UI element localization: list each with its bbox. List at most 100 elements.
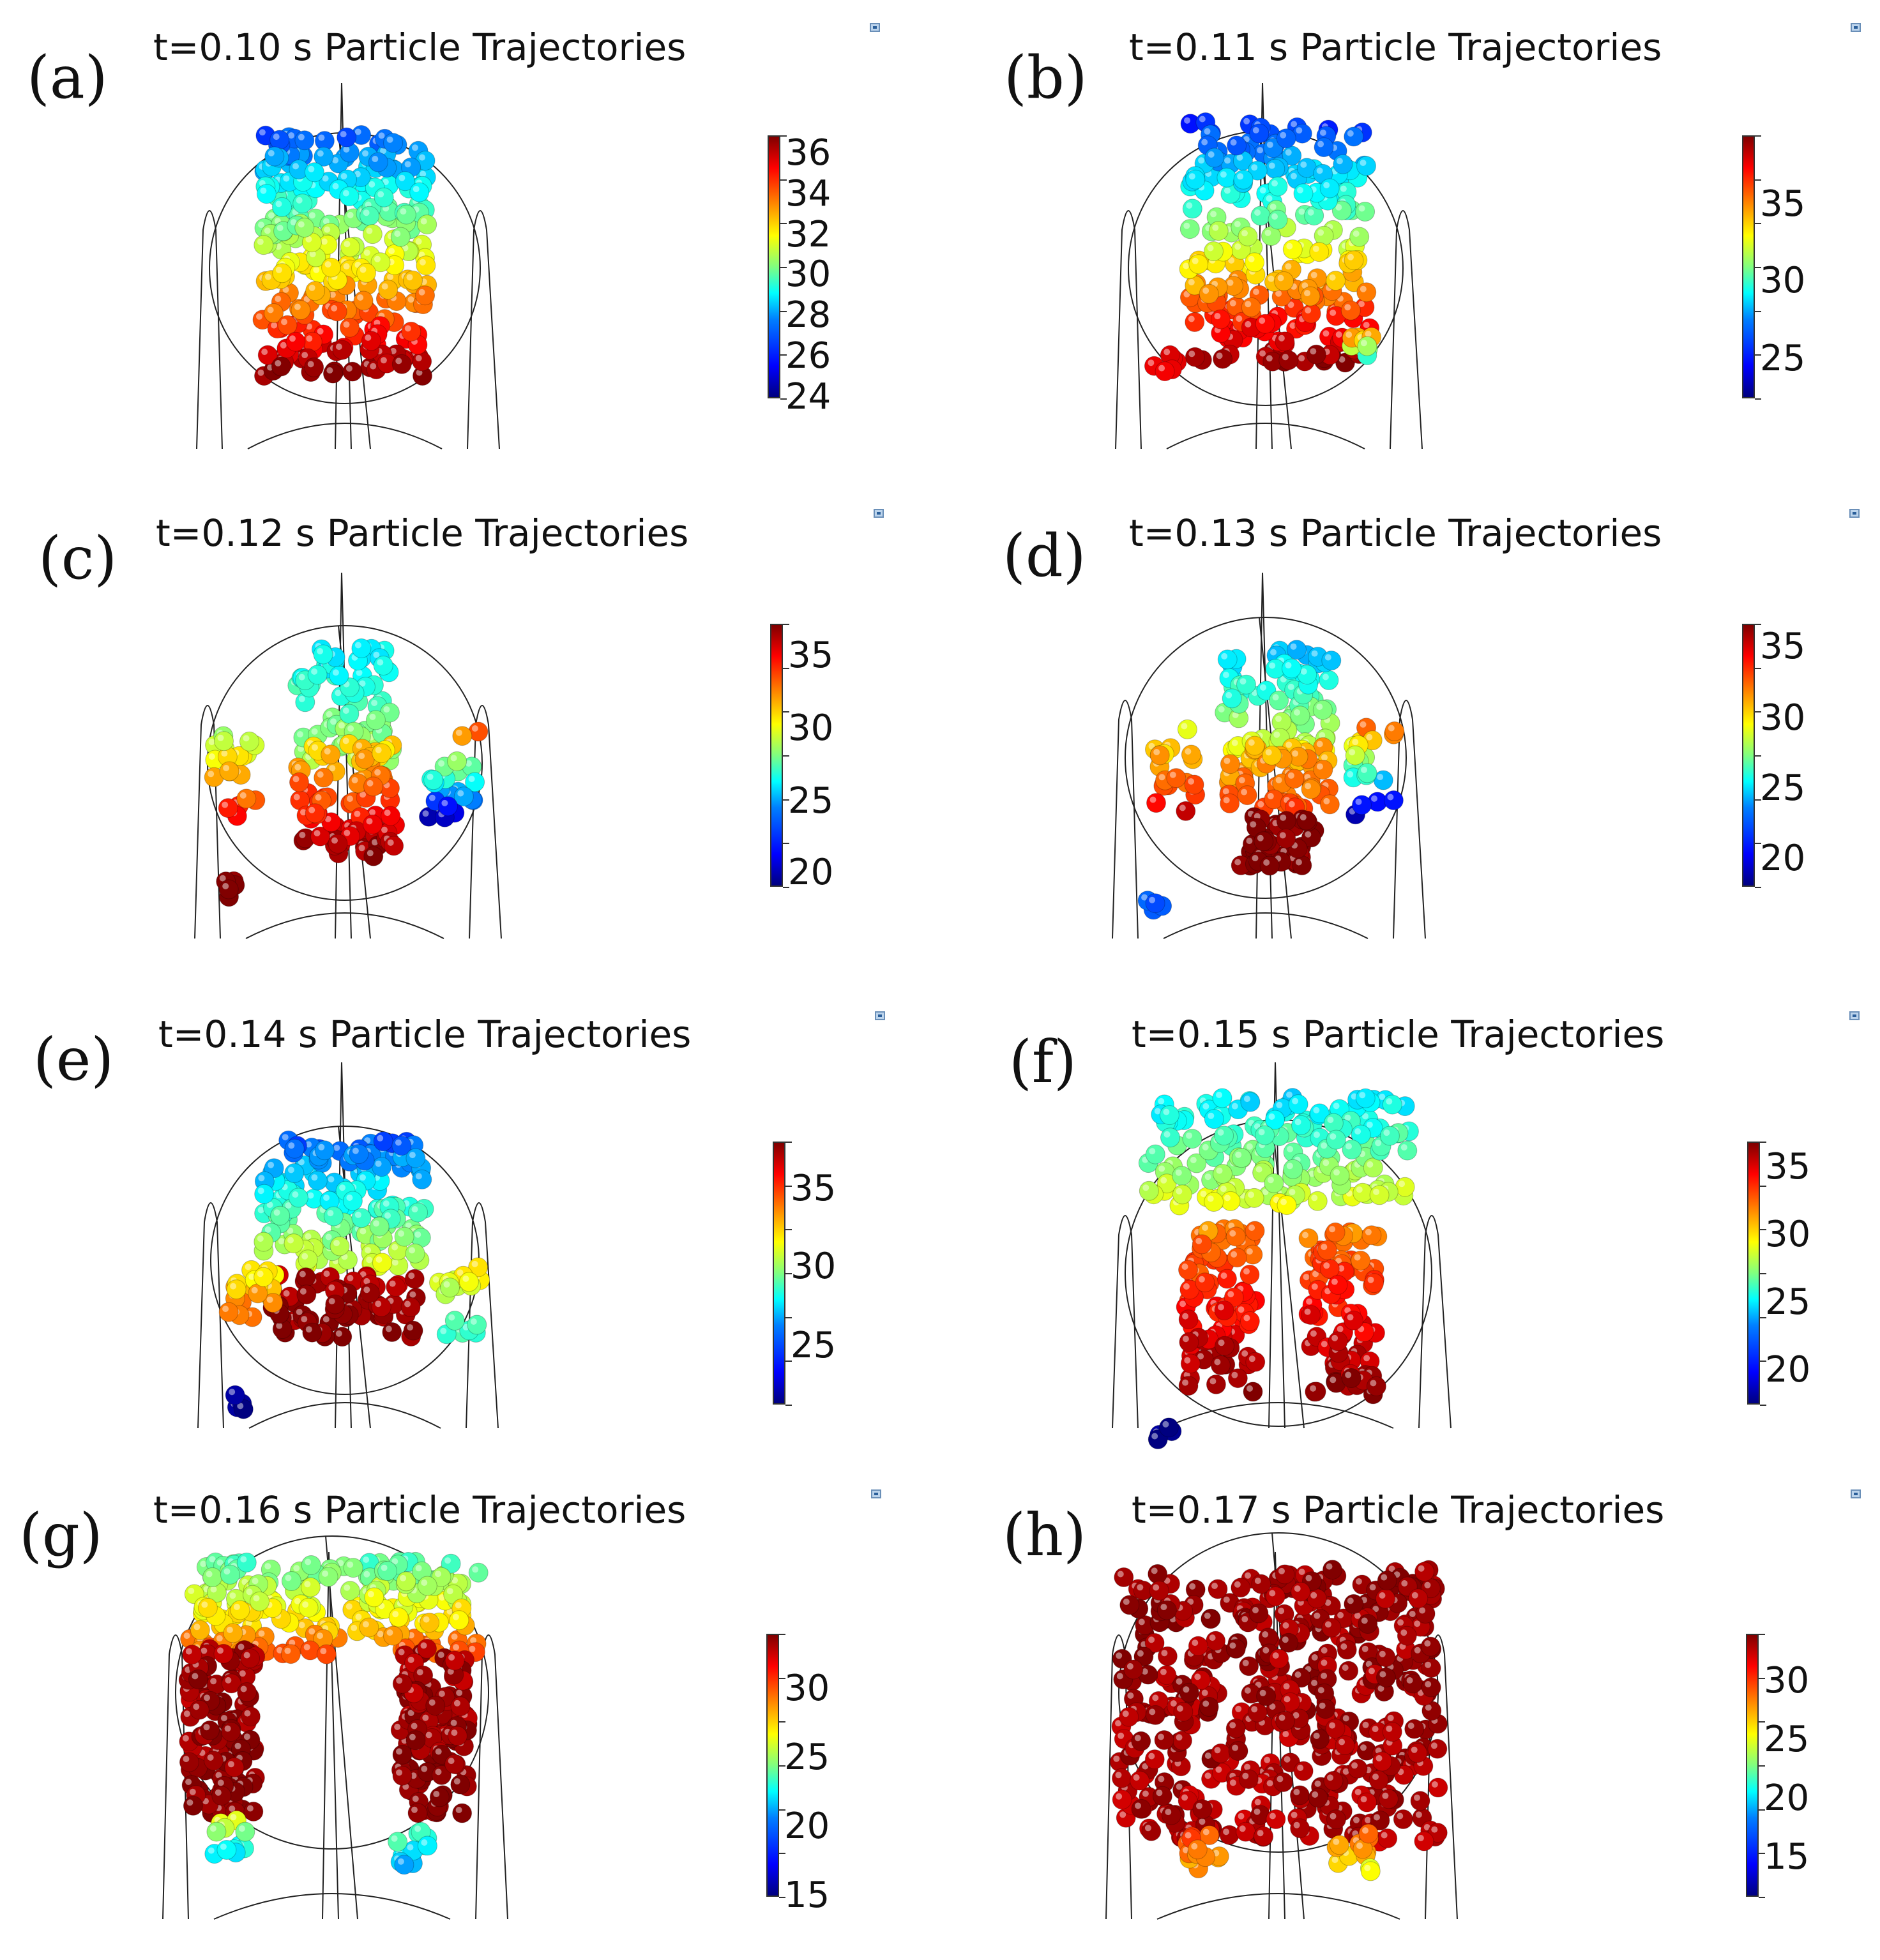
particle <box>388 1832 408 1852</box>
window-icon[interactable] <box>1849 509 1860 518</box>
particle-highlight <box>1248 739 1255 746</box>
panel-title: t=0.11 s Particle Trajectories <box>1129 26 1662 69</box>
particle-highlight <box>1116 1652 1123 1659</box>
particle <box>314 767 334 788</box>
particle-highlight <box>192 1673 199 1680</box>
particle-highlight <box>1387 794 1394 801</box>
particle <box>408 1202 428 1223</box>
particle-highlight <box>233 1604 240 1610</box>
particle <box>236 788 257 809</box>
right-fin <box>1390 210 1423 449</box>
particle-highlight <box>1175 1169 1182 1176</box>
particle-highlight <box>367 850 374 857</box>
particle-highlight <box>1123 1598 1130 1605</box>
particle-highlight <box>243 1733 250 1740</box>
particle-highlight <box>1382 1792 1389 1799</box>
particle <box>302 331 322 352</box>
particle <box>340 317 360 338</box>
particle <box>1222 688 1242 709</box>
particle-highlight <box>264 227 271 234</box>
particle-highlight <box>1269 1703 1276 1710</box>
particle-highlight <box>317 328 324 335</box>
particle-highlight <box>223 765 230 771</box>
particle-highlight <box>357 294 364 301</box>
particle-highlight <box>1291 121 1298 128</box>
particle-highlight <box>257 369 264 376</box>
particle-highlight <box>1354 1128 1361 1135</box>
particle-highlight <box>1257 801 1264 808</box>
particle-highlight <box>1224 157 1231 164</box>
particle-highlight <box>1116 1793 1123 1800</box>
particle-highlight <box>1262 1631 1269 1638</box>
particle-highlight <box>328 1284 335 1291</box>
particle-highlight <box>1183 262 1190 269</box>
particle-highlight <box>1229 1722 1236 1729</box>
particle-highlight <box>299 1288 307 1295</box>
particle <box>1366 1376 1386 1396</box>
particle-highlight <box>1388 1565 1395 1572</box>
particle <box>1227 1248 1247 1268</box>
particle-highlight <box>415 1173 422 1180</box>
particle <box>371 1297 391 1317</box>
particle-highlight <box>346 795 353 803</box>
particle-highlight <box>229 1389 236 1396</box>
particle <box>1326 271 1346 291</box>
particle-highlight <box>1417 1835 1424 1841</box>
particle-highlight <box>1216 1167 1223 1174</box>
particle <box>361 331 381 351</box>
particle <box>254 235 274 255</box>
particle <box>1308 1788 1328 1808</box>
window-icon[interactable] <box>875 1011 885 1020</box>
particle <box>417 1836 437 1856</box>
particle <box>444 1650 465 1671</box>
window-icon[interactable] <box>1849 1011 1860 1020</box>
particle-highlight <box>451 1730 458 1736</box>
particle-highlight <box>1287 772 1294 779</box>
particle-highlight <box>1425 1681 1432 1687</box>
particle-highlight <box>1267 793 1274 799</box>
particle <box>364 1587 384 1608</box>
window-icon[interactable] <box>1851 23 1861 32</box>
window-icon[interactable] <box>1851 1489 1861 1498</box>
particle-highlight <box>298 695 305 702</box>
particle-highlight <box>1331 1857 1338 1864</box>
particle-highlight <box>470 1637 477 1644</box>
particle <box>1187 1839 1208 1860</box>
particle-highlight <box>275 266 282 273</box>
particle-highlight <box>1235 1705 1242 1712</box>
particle <box>1397 1625 1417 1646</box>
particle-highlight <box>1268 162 1275 169</box>
particle <box>459 1272 479 1292</box>
particle-highlight <box>1316 741 1323 748</box>
particle-highlight <box>296 1308 303 1315</box>
particle <box>1315 1699 1336 1719</box>
view-disc <box>1125 617 1407 899</box>
particle <box>403 1320 423 1341</box>
particle-highlight <box>1156 1790 1163 1797</box>
particle-highlight <box>230 1814 237 1821</box>
colorbar <box>766 1634 779 1897</box>
window-icon[interactable] <box>871 1489 881 1498</box>
particle-highlight <box>1424 1640 1431 1647</box>
particle <box>417 1638 437 1659</box>
particle-highlight <box>1400 1629 1407 1636</box>
particle-highlight <box>1377 1685 1384 1692</box>
colorbar-tick: 30 <box>1760 697 1806 739</box>
particle-highlight <box>1231 1371 1238 1378</box>
particle <box>1204 1109 1224 1129</box>
window-icon[interactable] <box>874 509 884 518</box>
particle-highlight <box>273 1209 280 1216</box>
particle <box>1313 760 1333 780</box>
colorbar <box>1742 624 1755 887</box>
particle-highlight <box>377 659 384 666</box>
particle-highlight <box>344 1584 351 1591</box>
particle-highlight <box>1352 739 1359 746</box>
particle-highlight <box>1310 1592 1317 1599</box>
window-icon[interactable] <box>870 23 880 32</box>
particle <box>1245 735 1265 756</box>
plot-g <box>162 1535 508 1920</box>
particle <box>409 182 430 202</box>
particle-highlight <box>352 1147 359 1154</box>
particle <box>1158 1417 1179 1438</box>
particle <box>432 1765 451 1785</box>
